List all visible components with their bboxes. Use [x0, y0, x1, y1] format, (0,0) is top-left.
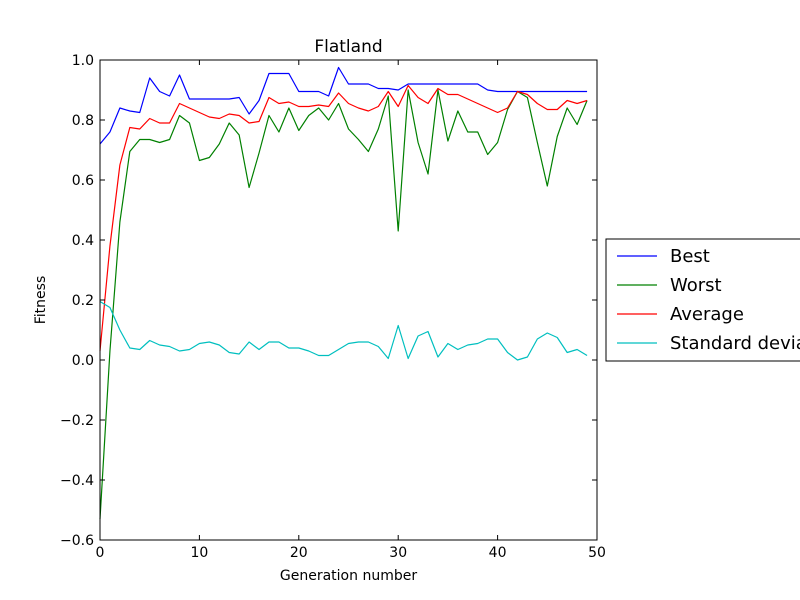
- x-tick-label: 10: [190, 545, 208, 561]
- y-tick-label: 1.0: [72, 53, 94, 69]
- y-tick-label: −0.6: [60, 533, 94, 549]
- y-tick-label: 0.8: [72, 113, 94, 129]
- legend-label: Standard deviation: [670, 333, 800, 354]
- plot-frame: [99, 59, 598, 541]
- legend-label: Worst: [670, 275, 722, 296]
- legend-box: [605, 238, 800, 362]
- y-tick-label: 0.2: [72, 293, 94, 309]
- tick-layer: 0 10 20 30 40 50 −0.6 −0.4 −0.2 0.0 0.2 0.4 0.6 0.8 1.…: [60, 53, 606, 561]
- x-axis-label: Generation number: [280, 568, 417, 584]
- y-tick-label: 0.6: [72, 173, 94, 189]
- chart-title: Flatland: [314, 37, 382, 57]
- legend-label: Best: [670, 246, 710, 267]
- y-tick-label: −0.4: [60, 473, 94, 489]
- legend-label: Average: [670, 304, 744, 325]
- x-tick-label: 20: [290, 545, 308, 561]
- series-line-worst: [99, 89, 588, 520]
- y-tick-label: 0.0: [72, 353, 94, 369]
- legend: Best Worst Average Standard deviation: [605, 238, 800, 362]
- series-line-standard-deviation: [99, 300, 588, 361]
- plot-area: [100, 60, 597, 540]
- y-axis-label: Fitness: [33, 276, 49, 325]
- series-layer: [99, 66, 588, 520]
- x-tick-label: 40: [489, 545, 507, 561]
- y-tick-label: −0.2: [60, 413, 94, 429]
- x-tick-label: 0: [96, 545, 105, 561]
- x-tick-label: 50: [588, 545, 606, 561]
- legend-items: Best Worst Average Standard deviation: [617, 246, 800, 354]
- series-line-average: [99, 84, 588, 352]
- x-tick-label: 30: [389, 545, 407, 561]
- series-line-best: [99, 66, 588, 145]
- y-tick-label: 0.4: [72, 233, 94, 249]
